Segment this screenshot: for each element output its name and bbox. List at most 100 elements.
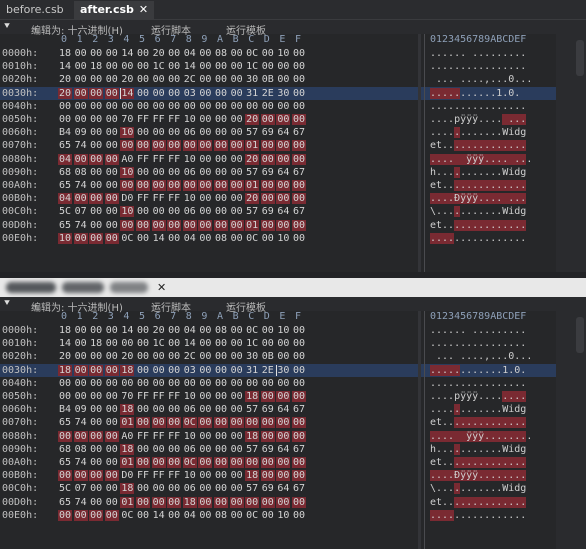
hex-byte[interactable]: 00 (276, 193, 291, 205)
hex-byte[interactable]: 0C (121, 509, 134, 521)
hex-byte[interactable]: 04 (183, 509, 196, 521)
ascii-text[interactable]: et.............. (430, 180, 527, 191)
hex-byte[interactable]: 00 (58, 509, 72, 521)
hex-byte[interactable]: 00 (73, 153, 88, 165)
hex-byte[interactable]: 00 (167, 417, 182, 429)
hex-byte[interactable]: A0 (121, 153, 134, 165)
hex-byte[interactable]: 09 (74, 127, 87, 139)
hex-byte[interactable]: 00 (152, 127, 165, 139)
hex-row[interactable]: 0080h: 04 00 00 00 A0 FF FF FF 10 00 00 00 20 00 00 00..… (0, 153, 586, 166)
hex-byte[interactable]: 00 (214, 180, 228, 191)
collapse-arrow-icon[interactable]: ⯆ (3, 298, 11, 309)
hex-byte[interactable]: B4 (58, 127, 72, 139)
hex-byte[interactable]: 01 (120, 417, 135, 429)
hex-byte[interactable]: 00 (104, 509, 119, 521)
hex-byte[interactable]: 00 (199, 509, 212, 521)
hex-byte[interactable]: 00 (277, 74, 290, 86)
hex-byte[interactable]: 00 (105, 391, 118, 402)
hex-byte[interactable]: 18 (245, 391, 260, 402)
hex-byte[interactable]: 00 (89, 364, 104, 376)
hex-row[interactable]: 0000h: 18 00 00 00 14 00 20 00 04 00 08 00 0C 00 10 00..… (0, 324, 586, 337)
hex-byte[interactable]: 00 (245, 496, 260, 508)
hex-row[interactable]: 0040h: 00 00 00 00 00 00 00 00 00 00 00 00 00 00 00 00..… (0, 377, 586, 390)
hex-byte[interactable]: 00 (292, 114, 306, 125)
hex-byte[interactable]: 00 (136, 140, 150, 152)
hex-byte[interactable]: 00 (261, 325, 274, 336)
hex-byte[interactable]: 69 (261, 166, 274, 178)
hex-byte[interactable]: 00 (276, 391, 291, 402)
hex-byte[interactable]: 10 (183, 153, 196, 165)
hex-byte[interactable]: 00 (230, 100, 243, 112)
hex-byte[interactable]: 00 (136, 377, 150, 389)
hex-byte[interactable]: 00 (121, 61, 134, 73)
hex-byte[interactable]: 00 (261, 377, 274, 389)
collapse-arrow-icon[interactable]: ⯆ (3, 21, 11, 32)
hex-byte[interactable]: 08 (214, 48, 228, 59)
hex-byte[interactable]: 00 (230, 153, 243, 165)
hex-byte[interactable]: 00 (198, 496, 213, 508)
hex-byte[interactable]: 0C (182, 457, 197, 468)
hex-byte[interactable]: 20 (245, 153, 260, 165)
hex-byte[interactable]: 00 (214, 166, 228, 178)
hex-byte[interactable]: 00 (74, 377, 87, 389)
hex-byte[interactable]: 00 (58, 377, 72, 389)
hex-byte[interactable]: 00 (74, 325, 87, 336)
hex-byte[interactable]: 65 (58, 140, 72, 152)
hex-byte[interactable]: 00 (199, 87, 212, 99)
hex-byte[interactable]: 00 (74, 74, 87, 86)
hex-byte[interactable]: 00 (230, 114, 243, 125)
hex-byte[interactable]: 00 (214, 87, 228, 99)
hex-byte[interactable]: 00 (292, 364, 306, 376)
hex-byte[interactable]: 00 (260, 391, 275, 402)
hex-row[interactable]: 0090h: 68 08 00 00 18 00 00 00 06 00 00 00 57 69 64 67 h.… (0, 443, 586, 456)
hex-byte[interactable]: 00 (90, 166, 103, 178)
hex-row[interactable]: 0020h: 20 00 00 00 20 00 00 00 2C 00 00 00 30 0B 00 00 .… (0, 350, 586, 363)
hex-byte[interactable]: 00 (90, 404, 103, 416)
hex-byte[interactable]: 00 (105, 127, 118, 139)
hex-byte[interactable]: 00 (105, 180, 118, 191)
hex-byte[interactable]: FF (168, 193, 181, 205)
hex-byte[interactable]: 00 (90, 417, 103, 429)
hex-byte[interactable]: 00 (260, 153, 275, 165)
hex-byte[interactable]: 00 (152, 377, 165, 389)
hex-byte[interactable]: 00 (136, 219, 150, 231)
hex-byte[interactable]: A0 (121, 430, 134, 442)
hex-byte[interactable]: 00 (73, 470, 88, 482)
hex-byte[interactable]: 07 (74, 483, 87, 495)
hex-byte[interactable]: 03 (183, 364, 196, 376)
close-icon[interactable]: ✕ (138, 3, 149, 16)
hex-byte[interactable]: FF (152, 153, 165, 165)
hex-byte[interactable]: 00 (260, 114, 275, 125)
hex-byte[interactable]: 20 (58, 351, 72, 363)
hex-byte[interactable]: 00 (276, 153, 291, 165)
hex-byte[interactable]: 00 (105, 100, 118, 112)
hex-byte[interactable]: 00 (168, 338, 181, 350)
hex-byte[interactable]: 10 (120, 166, 135, 178)
hex-byte[interactable]: 00 (230, 206, 243, 218)
hex-byte[interactable]: FF (168, 153, 181, 165)
hex-byte[interactable]: 00 (168, 61, 181, 73)
ascii-text[interactable]: ................ (430, 61, 527, 73)
hex-byte[interactable]: 00 (90, 140, 103, 152)
hex-byte[interactable]: 00 (230, 404, 243, 416)
hex-byte[interactable]: 00 (260, 470, 275, 482)
hex-byte[interactable]: 00 (58, 470, 72, 482)
hex-row[interactable]: 0080h: 00 00 00 00 A0 FF FF FF 10 00 00 00 18 00 00 00..… (0, 430, 586, 443)
hex-byte[interactable]: 00 (73, 509, 88, 521)
hex-byte[interactable]: 65 (58, 219, 72, 231)
hex-row[interactable]: 0040h: 00 00 00 00 00 00 00 00 00 00 00 00 00 00 00 00..… (0, 100, 586, 113)
hex-byte[interactable]: 00 (89, 153, 104, 165)
hex-byte[interactable]: 20 (58, 87, 72, 99)
hex-byte[interactable]: 2C (183, 351, 196, 363)
hex-byte[interactable]: 00 (104, 430, 119, 442)
hex-byte[interactable]: 31 (246, 87, 259, 99)
hex-byte[interactable]: 00 (90, 325, 103, 336)
hex-byte[interactable]: 00 (104, 232, 119, 244)
hex-byte[interactable]: 00 (104, 193, 119, 205)
hex-byte[interactable]: FF (136, 391, 150, 402)
hex-byte[interactable]: 04 (58, 153, 72, 165)
hex-row[interactable]: 0090h: 68 08 00 00 10 00 00 00 06 00 00 00 57 69 64 67 h.… (0, 166, 586, 179)
ascii-text[interactable]: ... ....,...0... (430, 74, 533, 86)
hex-byte[interactable]: 00 (105, 351, 118, 363)
hex-byte[interactable]: 00 (89, 430, 104, 442)
